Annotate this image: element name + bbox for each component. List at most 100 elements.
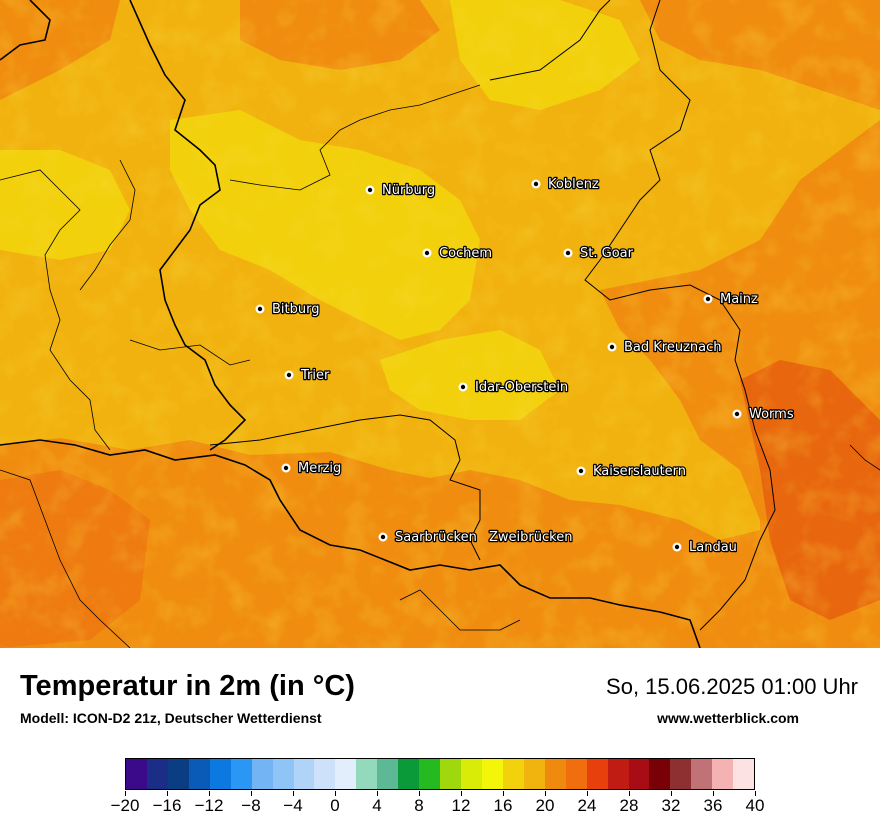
colorbar-segment	[419, 759, 441, 789]
colorbar-segment	[440, 759, 461, 789]
colorbar-tick-label: 4	[372, 796, 382, 815]
city-landau[interactable]: Landau	[672, 539, 738, 556]
colorbar-tick	[376, 791, 378, 796]
colorbar-tick	[124, 791, 126, 796]
state-border-rlp-hesse	[489, 0, 776, 631]
state-border-saarland	[209, 414, 481, 561]
colorbar-tick	[292, 791, 294, 796]
city-merzig[interactable]: Merzig	[281, 460, 343, 477]
city-marker-dot	[460, 384, 466, 390]
city-label: Bad Kreuznach	[624, 340, 722, 355]
colorbar-segment	[167, 759, 189, 789]
colorbar-tick	[670, 791, 672, 796]
website-link[interactable]: www.wetterblick.com	[657, 710, 799, 726]
colorbar-segment	[209, 759, 231, 789]
country-border-west	[0, 0, 51, 61]
city-bad-kreuznach[interactable]: Bad Kreuznach	[607, 339, 723, 356]
city-label: St. Goar	[580, 246, 634, 261]
district-border-f	[849, 444, 880, 471]
city-kaiserslautern[interactable]: Kaiserslautern	[576, 463, 687, 480]
colorbar-segment	[251, 759, 273, 789]
colorbar-tick	[628, 791, 630, 796]
city-zweibrücken[interactable]: Zweibrücken	[488, 529, 574, 547]
colorbar-tick	[460, 791, 462, 796]
city-nürburg[interactable]: Nürburg	[365, 182, 436, 199]
city-mainz[interactable]: Mainz	[703, 291, 759, 308]
colorbar-tick-label: −4	[283, 796, 303, 815]
city-marker-dot	[424, 250, 430, 256]
city-trier[interactable]: Trier	[284, 367, 331, 384]
colorbar-tick-label: 8	[414, 796, 424, 815]
city-marker-dot	[257, 306, 263, 312]
colorbar-segment	[146, 759, 168, 789]
colorbar-segment	[607, 759, 629, 789]
colorbar-segment	[523, 759, 545, 789]
colorbar-segment	[188, 759, 210, 789]
district-border-g	[229, 84, 481, 191]
city-marker-dot	[380, 534, 386, 540]
colorbar-segment	[691, 759, 713, 789]
temperature-noise	[0, 0, 880, 648]
city-label: Kaiserslautern	[593, 464, 686, 479]
city-label: Merzig	[298, 461, 341, 476]
map-footer: Temperatur in 2m (in °C) Modell: ICON-D2…	[0, 648, 880, 830]
colorbar-segment	[670, 759, 692, 789]
colorbar-segment	[293, 759, 315, 789]
district-border-e	[399, 589, 521, 631]
colorbar-ticks: −20 −16 −12 −8 −4 0 4 8 12 16 20 24 28 32 36 40	[111, 791, 764, 821]
colorbar-segment	[586, 759, 608, 789]
colorbar-tick	[166, 791, 168, 796]
colorbar-tick-label: −16	[152, 796, 182, 815]
city-label: Trier	[300, 368, 330, 383]
city-label: Nürburg	[382, 183, 435, 198]
colorbar-tick	[544, 791, 546, 796]
model-info: Modell: ICON-D2 21z, Deutscher Wetterdie…	[20, 710, 322, 726]
country-border-lux	[129, 0, 247, 451]
colorbar-tick-label: 36	[703, 796, 723, 815]
district-border-c	[129, 339, 251, 366]
borders	[0, 0, 880, 649]
colorbar-segment	[565, 759, 587, 789]
colorbar-segment	[314, 759, 336, 789]
colorbar-segment	[126, 759, 147, 789]
colorbar-segment	[712, 759, 734, 789]
colorbar-segment	[335, 759, 357, 789]
colorbar-tick	[418, 791, 420, 796]
colorbar-segment	[377, 759, 399, 789]
city-bitburg[interactable]: Bitburg	[255, 301, 321, 318]
city-marker-dot	[283, 465, 289, 471]
country-border-south	[0, 439, 701, 649]
colorbar-tick-label: −12	[194, 796, 224, 815]
colorbar-segment	[356, 759, 378, 789]
colorbar-tick	[586, 791, 588, 796]
city-st-goar[interactable]: St. Goar	[563, 245, 635, 262]
map-title: Temperatur in 2m (in °C)	[20, 670, 355, 702]
city-label: Saarbrücken	[395, 530, 477, 545]
temperature-map[interactable]: Nürburg Koblenz Cochem St. Goar Bitburg Mainz…	[0, 0, 880, 649]
city-label: Landau	[689, 540, 737, 555]
colorbar-segment	[272, 759, 294, 789]
colorbar-tick-label: 20	[535, 796, 555, 815]
colorbar-tick	[502, 791, 504, 796]
city-saarbrücken[interactable]: Saarbrücken	[378, 529, 478, 546]
district-border-d	[0, 469, 131, 649]
colorbar-segment	[733, 759, 755, 789]
colorbar-segment	[230, 759, 252, 789]
city-marker-dot	[578, 468, 584, 474]
colorbar-segment	[502, 759, 524, 789]
cities-layer: Nürburg Koblenz Cochem St. Goar Bitburg Mainz…	[255, 176, 795, 556]
city-marker-dot	[533, 181, 539, 187]
colorbar-segment	[398, 759, 420, 789]
forecast-datetime: So, 15.06.2025 01:00 Uhr	[606, 674, 858, 699]
city-marker-dot	[734, 411, 740, 417]
colorbar-segment	[461, 759, 482, 789]
city-worms[interactable]: Worms	[732, 406, 795, 423]
city-koblenz[interactable]: Koblenz	[531, 176, 600, 193]
city-marker-dot	[705, 296, 711, 302]
colorbar-tick	[208, 791, 210, 796]
city-cochem[interactable]: Cochem	[422, 245, 493, 262]
map-canvas: Nürburg Koblenz Cochem St. Goar Bitburg Mainz…	[0, 0, 880, 649]
colorbar-tick-label: 24	[577, 796, 597, 815]
city-idar-oberstein[interactable]: Idar-Oberstein	[458, 379, 569, 396]
city-label: Idar-Oberstein	[475, 380, 568, 395]
